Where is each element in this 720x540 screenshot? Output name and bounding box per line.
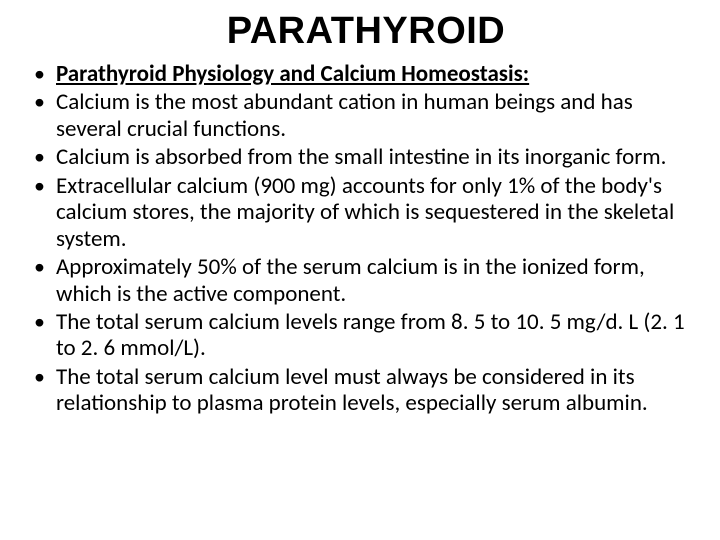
bullet-list: Parathyroid Physiology and Calcium Homeo… (30, 61, 702, 417)
list-item-subheading: Parathyroid Physiology and Calcium Homeo… (30, 61, 702, 87)
page-title: PARATHYROID (30, 10, 702, 53)
list-item: Approximately 50% of the serum calcium i… (30, 254, 702, 307)
list-item: Extracellular calcium (900 mg) accounts … (30, 173, 702, 252)
list-item: The total serum calcium levels range fro… (30, 309, 702, 362)
list-item: The total serum calcium level must alway… (30, 364, 702, 417)
list-item: Calcium is absorbed from the small intes… (30, 144, 702, 170)
list-item: Calcium is the most abundant cation in h… (30, 89, 702, 142)
slide-container: PARATHYROID Parathyroid Physiology and C… (0, 0, 720, 540)
subheading-text: Parathyroid Physiology and Calcium Homeo… (56, 60, 529, 88)
